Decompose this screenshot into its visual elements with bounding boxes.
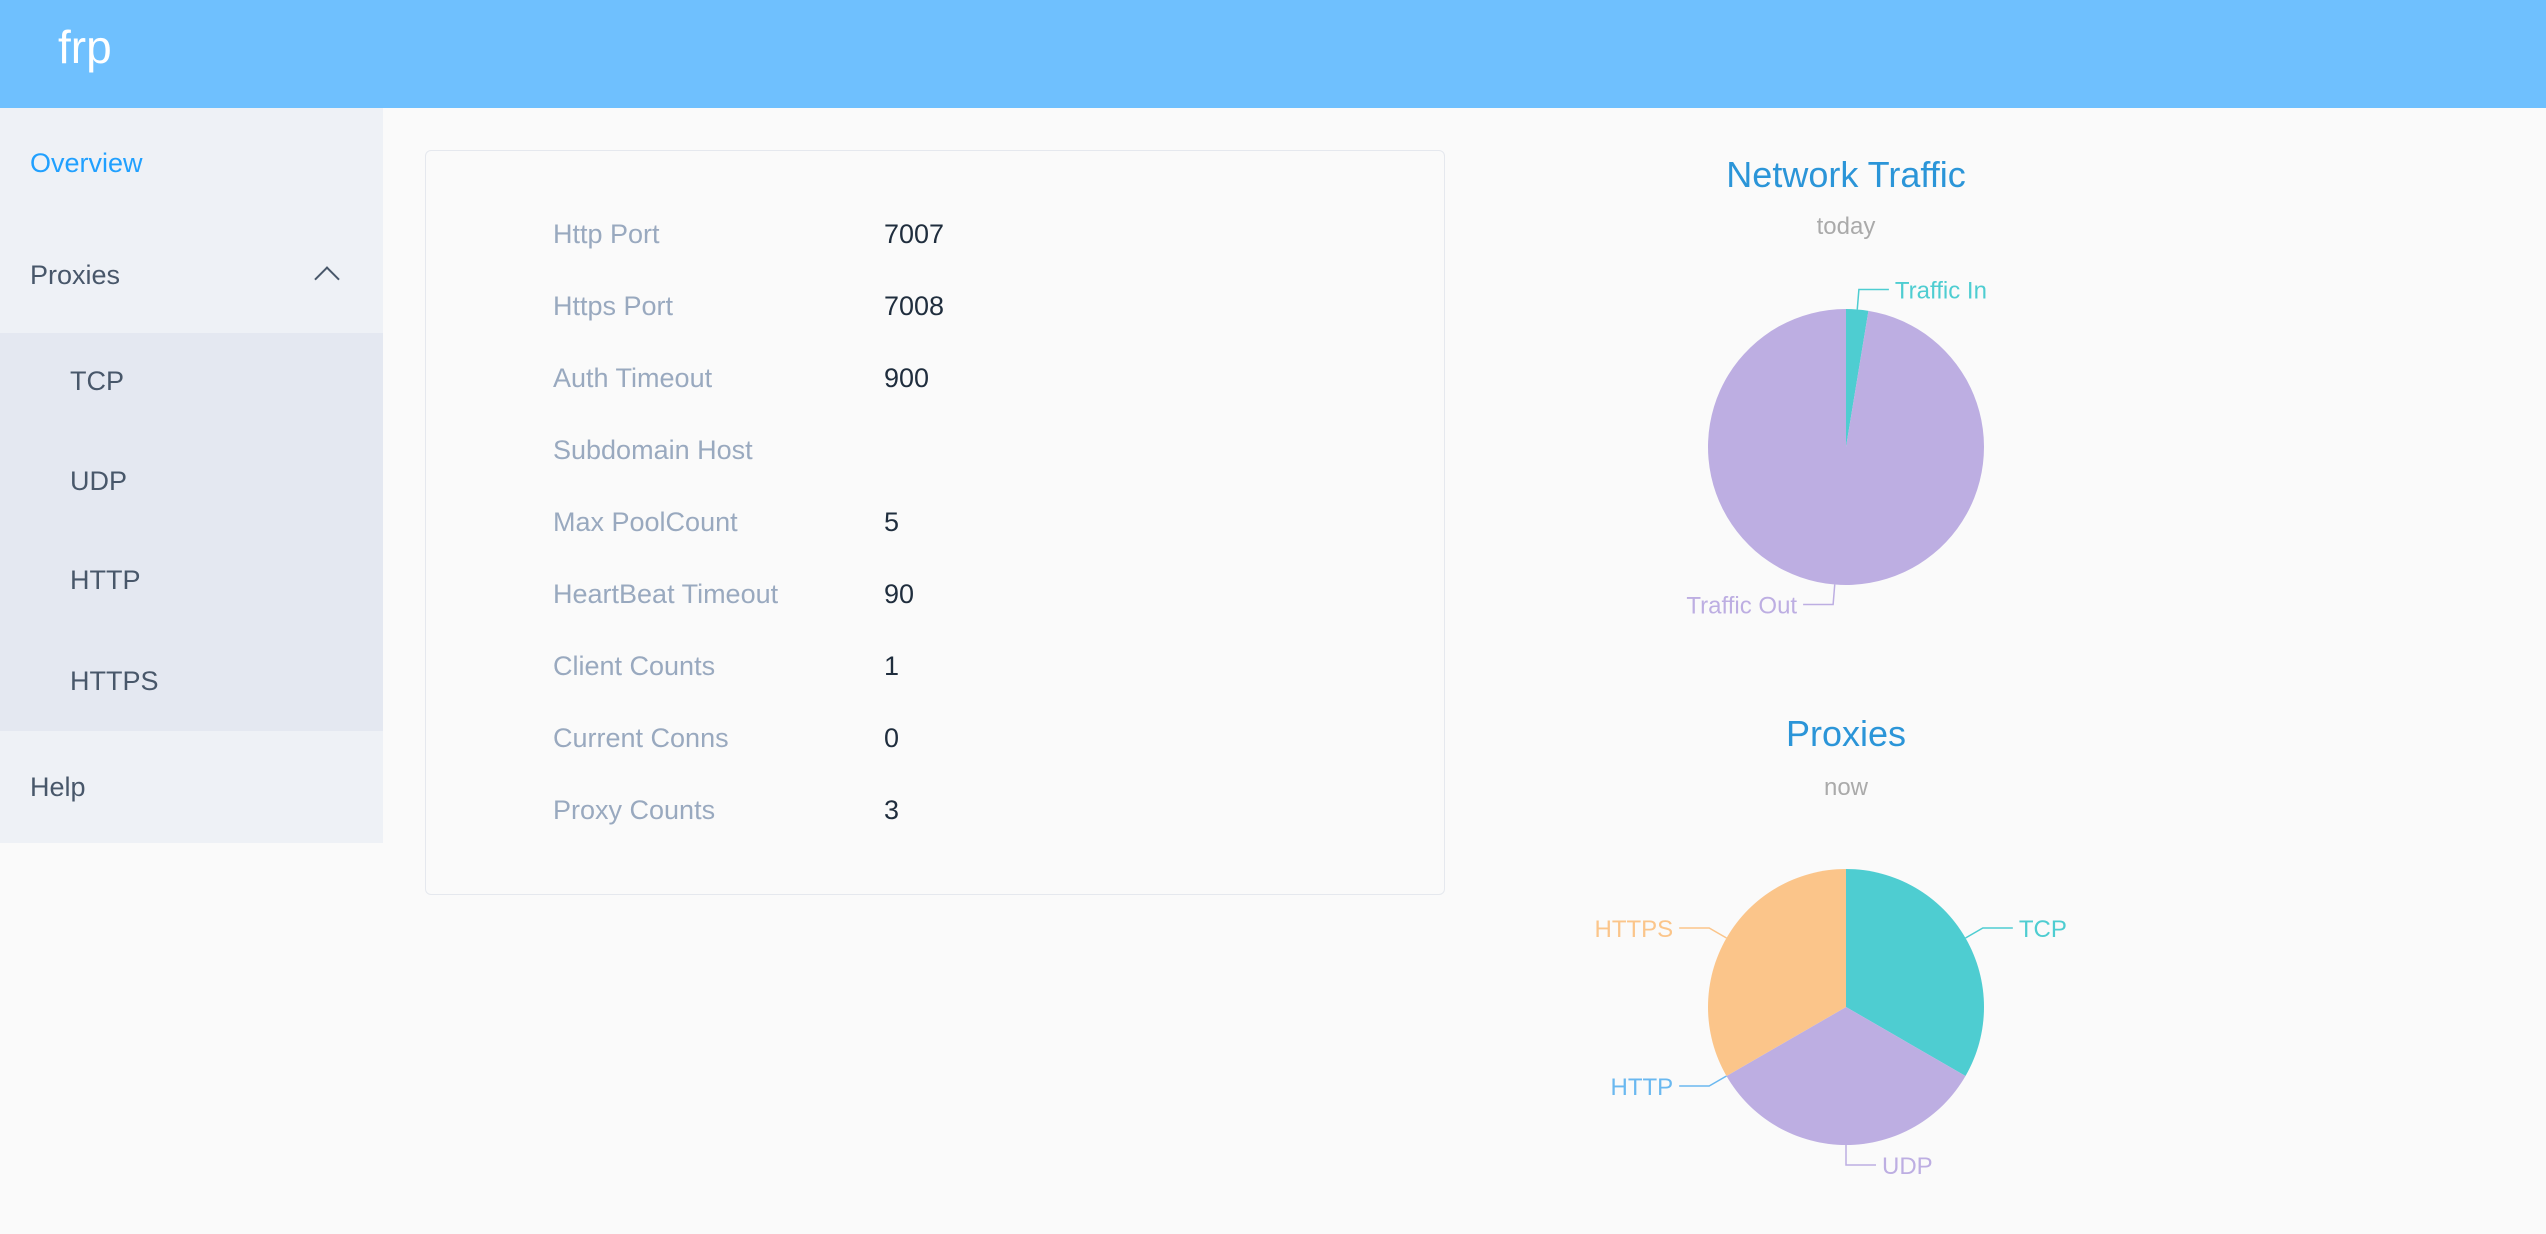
sidebar: Overview Proxies TCP UDP HTTP HTTPS Help [0,108,383,843]
info-label: Client Counts [553,651,716,681]
info-value: 7008 [884,291,945,321]
proxies-submenu [0,333,383,731]
top-header: frp [0,0,2546,108]
pie-slice-https [1708,869,1846,1076]
chart-title: Network Traffic [1726,154,1965,195]
info-value: 900 [884,363,930,393]
info-label: Auth Timeout [553,363,713,393]
label-leader-line [1803,584,1836,606]
info-value: 0 [884,723,900,753]
info-label: Proxy Counts [553,795,716,825]
info-value: 90 [884,579,915,609]
label-leader-line [1679,927,1727,939]
pie-slice-tcp [1846,869,1984,1076]
sidebar-item-tcp[interactable]: TCP [70,366,124,396]
chevron-up-icon[interactable] [314,266,340,292]
info-label: Current Conns [553,723,729,753]
charts-area: Network Traffic today Traffic In Traffic Ou… [1594,154,2067,1180]
pie-slice-traffic-in [1846,309,1869,447]
sidebar-item-help[interactable]: Help [30,772,86,802]
pie-label: HTTP [1610,1074,1673,1101]
sidebar-item-proxies[interactable]: Proxies [30,260,121,290]
info-value: 1 [884,651,900,681]
sidebar-item-http[interactable]: HTTP [70,565,141,595]
chart-subtitle: now [1824,774,1869,801]
pie-slice-traffic-out [1708,309,1985,585]
pie-label: TCP [2019,916,2067,943]
sidebar-item-https[interactable]: HTTPS [70,666,159,696]
info-value: 7007 [884,219,945,249]
sidebar-item-udp[interactable]: UDP [70,466,128,496]
label-leader-line [1856,288,1889,310]
label-leader-line [1679,1075,1727,1087]
pie-label: Traffic Out [1686,592,1797,619]
chart-subtitle: today [1817,213,1876,240]
label-leader-line [1845,1145,1876,1166]
info-label: Http Port [553,219,660,249]
label-leader-line [1965,927,2013,939]
chart-title: Proxies [1786,713,1906,754]
pie-label: HTTPS [1594,916,1673,943]
pie-slice-udp [1726,1007,1966,1145]
info-value: 5 [884,507,900,537]
server-info-card: Http Port 7007 Https Port 7008 Auth Timeout 9… [425,150,1445,895]
sidebar-item-overview[interactable]: Overview [30,148,143,178]
pie-label: UDP [1882,1153,1933,1180]
info-label: Https Port [553,291,674,321]
info-label: Subdomain Host [553,435,753,465]
info-label: HeartBeat Timeout [553,579,779,609]
info-value: 3 [884,795,900,825]
pie-label: Traffic In [1895,278,1987,305]
logo: frp [58,21,112,73]
info-label: Max PoolCount [553,507,738,537]
